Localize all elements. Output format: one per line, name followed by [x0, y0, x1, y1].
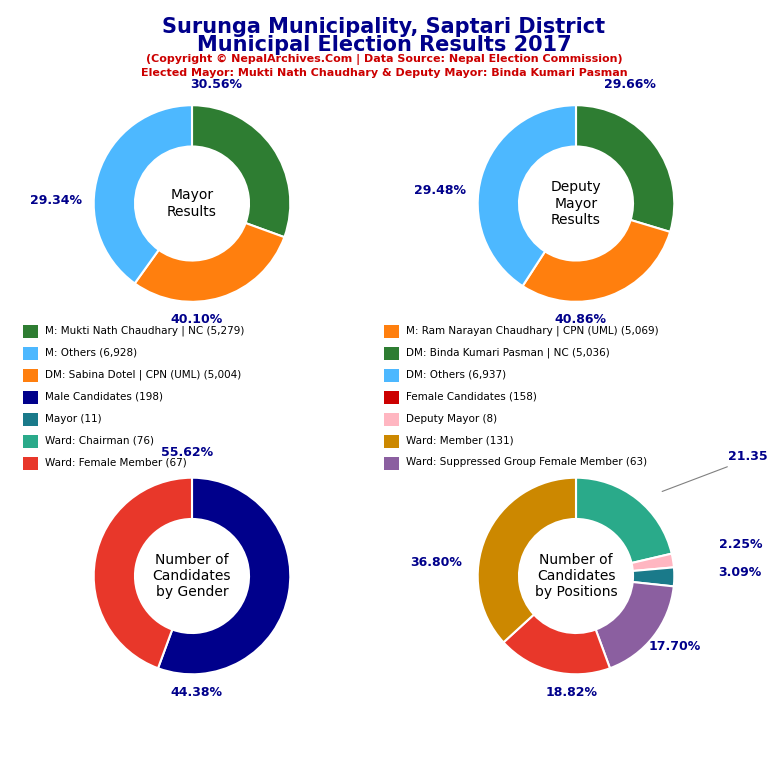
Text: 55.62%: 55.62% — [161, 446, 214, 459]
Wedge shape — [504, 614, 610, 674]
Text: 40.10%: 40.10% — [170, 313, 223, 326]
Text: Female Candidates (158): Female Candidates (158) — [406, 392, 536, 402]
Text: M: Others (6,928): M: Others (6,928) — [45, 348, 137, 358]
Text: DM: Others (6,937): DM: Others (6,937) — [406, 369, 505, 380]
Text: 21.35%: 21.35% — [662, 450, 768, 492]
Text: Ward: Member (131): Ward: Member (131) — [406, 435, 513, 445]
Wedge shape — [192, 105, 290, 237]
Text: (Copyright © NepalArchives.Com | Data Source: Nepal Election Commission): (Copyright © NepalArchives.Com | Data So… — [146, 54, 622, 65]
Text: Male Candidates (198): Male Candidates (198) — [45, 392, 163, 402]
Text: Number of
Candidates
by Gender: Number of Candidates by Gender — [153, 553, 231, 599]
Wedge shape — [134, 223, 284, 302]
Text: Ward: Female Member (67): Ward: Female Member (67) — [45, 457, 187, 468]
Wedge shape — [596, 582, 674, 668]
Wedge shape — [478, 105, 576, 286]
Text: DM: Sabina Dotel | CPN (UML) (5,004): DM: Sabina Dotel | CPN (UML) (5,004) — [45, 369, 241, 380]
Text: M: Mukti Nath Chaudhary | NC (5,279): M: Mukti Nath Chaudhary | NC (5,279) — [45, 326, 244, 336]
Wedge shape — [94, 105, 192, 283]
Text: 36.80%: 36.80% — [410, 556, 462, 569]
Wedge shape — [94, 478, 192, 668]
Text: Ward: Chairman (76): Ward: Chairman (76) — [45, 435, 154, 445]
Text: 3.09%: 3.09% — [719, 566, 762, 579]
Wedge shape — [522, 220, 670, 302]
Wedge shape — [576, 105, 674, 232]
Text: Ward: Suppressed Group Female Member (63): Ward: Suppressed Group Female Member (63… — [406, 457, 647, 468]
Text: Elected Mayor: Mukti Nath Chaudhary & Deputy Mayor: Binda Kumari Pasman: Elected Mayor: Mukti Nath Chaudhary & De… — [141, 68, 627, 78]
Wedge shape — [633, 568, 674, 587]
Text: Municipal Election Results 2017: Municipal Election Results 2017 — [197, 35, 571, 55]
Text: 17.70%: 17.70% — [648, 640, 700, 653]
Text: DM: Binda Kumari Pasman | NC (5,036): DM: Binda Kumari Pasman | NC (5,036) — [406, 348, 609, 358]
Text: Surunga Municipality, Saptari District: Surunga Municipality, Saptari District — [163, 17, 605, 37]
Text: 29.66%: 29.66% — [604, 78, 656, 91]
Text: 18.82%: 18.82% — [545, 686, 597, 699]
Wedge shape — [158, 478, 290, 674]
Text: Number of
Candidates
by Positions: Number of Candidates by Positions — [535, 553, 617, 599]
Text: 40.86%: 40.86% — [555, 313, 607, 326]
Wedge shape — [576, 478, 672, 563]
Text: 2.25%: 2.25% — [719, 538, 762, 551]
Text: M: Ram Narayan Chaudhary | CPN (UML) (5,069): M: Ram Narayan Chaudhary | CPN (UML) (5,… — [406, 326, 658, 336]
Text: 30.56%: 30.56% — [190, 78, 243, 91]
Text: Mayor
Results: Mayor Results — [167, 188, 217, 219]
Wedge shape — [631, 554, 674, 571]
Text: 44.38%: 44.38% — [171, 686, 223, 699]
Text: Deputy
Mayor
Results: Deputy Mayor Results — [551, 180, 601, 227]
Text: 29.34%: 29.34% — [31, 194, 82, 207]
Text: Deputy Mayor (8): Deputy Mayor (8) — [406, 413, 497, 424]
Text: 29.48%: 29.48% — [415, 184, 466, 197]
Wedge shape — [478, 478, 576, 642]
Text: Mayor (11): Mayor (11) — [45, 413, 101, 424]
